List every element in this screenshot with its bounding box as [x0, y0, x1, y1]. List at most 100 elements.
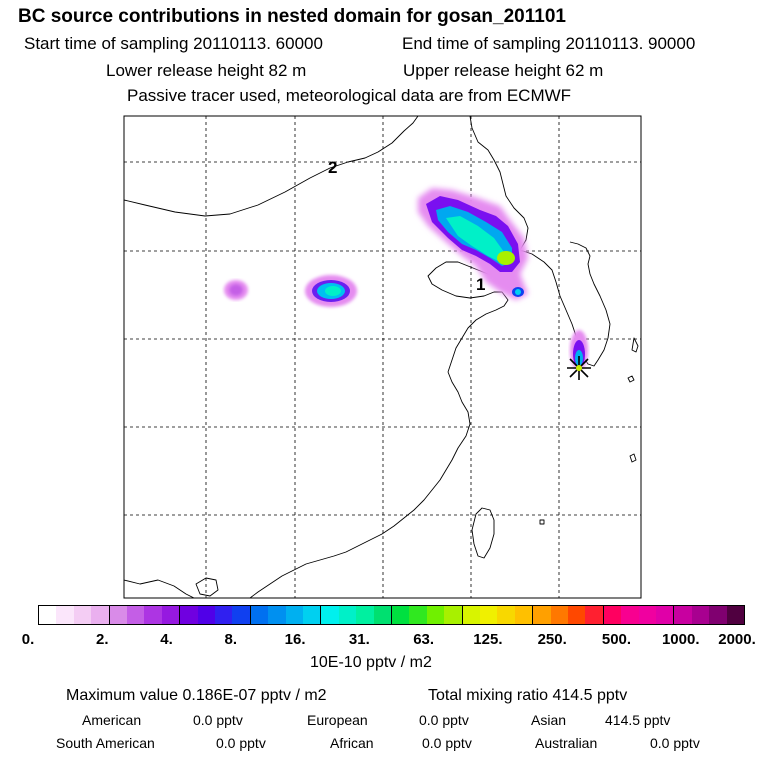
colorbar-swatch	[479, 606, 498, 624]
korea-coast	[519, 241, 611, 367]
colorbar-swatch	[674, 606, 692, 624]
japan-islands	[539, 375, 637, 525]
region-name-african: African	[330, 735, 374, 751]
south-border	[124, 579, 195, 598]
map-frame	[123, 115, 642, 599]
colorbar	[38, 605, 745, 625]
colorbar-swatch	[426, 606, 445, 624]
plume-central	[305, 275, 357, 307]
colorbar-tick-label: 63.	[413, 631, 435, 648]
region-value-european: 0.0 pptv	[419, 712, 469, 728]
max-value-label: Maximum value 0.186E-07 pptv / m2	[66, 687, 327, 704]
colorbar-swatch	[321, 606, 339, 624]
colorbar-swatch	[56, 606, 74, 624]
colorbar-swatch	[655, 606, 674, 624]
colorbar-tick-label: 16.	[284, 631, 306, 648]
colorbar-swatch	[567, 606, 586, 624]
mongolia-border	[124, 116, 419, 217]
colorbar-swatch	[603, 606, 622, 624]
colorbar-swatch	[232, 606, 250, 624]
colorbar-swatch	[373, 606, 391, 624]
region-name-australian: Australian	[535, 735, 598, 751]
colorbar-swatch	[144, 606, 162, 624]
map-frame-bg	[124, 116, 641, 598]
east-china-coast	[249, 371, 471, 598]
total-mixing-label: Total mixing ratio 414.5 pptv	[428, 687, 628, 704]
colorbar-tick-label: 31.	[348, 631, 370, 648]
colorbar-swatch	[250, 606, 269, 624]
colorbar-swatch	[533, 606, 551, 624]
colorbar-swatch	[497, 606, 515, 624]
taiwan	[471, 507, 495, 559]
colorbar-segment	[180, 606, 251, 624]
colorbar-segment	[109, 606, 181, 624]
region-value-south-american: 0.0 pptv	[216, 735, 266, 751]
colorbar-swatch	[180, 606, 198, 624]
plume-west	[224, 280, 248, 300]
colorbar-swatch	[462, 606, 480, 624]
colorbar-swatch	[550, 606, 568, 624]
region-value-american: 0.0 pptv	[193, 712, 243, 728]
colorbar-tick-label: 2.	[96, 631, 109, 648]
region-name-european: European	[307, 712, 368, 728]
colorbar-swatch	[285, 606, 303, 624]
receptor-star-icon	[567, 356, 591, 380]
start-time-label: Start time of sampling 20110113. 60000	[24, 34, 323, 53]
colorbar-swatch	[161, 606, 180, 624]
japan-kyushu	[631, 337, 639, 353]
colorbar-swatch	[127, 606, 145, 624]
colorbar-swatch	[585, 606, 603, 624]
grid-lines	[124, 116, 641, 598]
hainan	[195, 577, 219, 597]
marker-label-1: 1	[476, 275, 485, 294]
colorbar-tick-label: 8.	[224, 631, 238, 648]
colorbar-swatch	[391, 606, 410, 624]
region-value-asian: 414.5 pptv	[605, 712, 671, 728]
colorbar-swatch	[303, 606, 321, 624]
colorbar-swatch	[514, 606, 533, 624]
colorbar-segment	[674, 606, 744, 624]
marker-label-2: 2	[328, 158, 337, 177]
plume-jeju	[570, 330, 588, 370]
region-value-australian: 0.0 pptv	[650, 735, 700, 751]
end-time-label: End time of sampling 20110113. 90000	[402, 34, 696, 53]
region-name-south-american: South American	[56, 735, 155, 751]
colorbar-tick-label: 2000.	[718, 631, 756, 648]
colorbar-swatch	[621, 606, 639, 624]
colorbar-tick-label: 1000.	[661, 631, 700, 648]
tracer-note: Passive tracer used, meteorological data…	[127, 86, 572, 105]
colorbar-swatch	[109, 606, 127, 624]
colorbar-unit: 10E-10 pptv / m2	[310, 654, 432, 671]
colorbar-swatch	[691, 606, 710, 624]
colorbar-swatch	[638, 606, 656, 624]
region-name-american: American	[82, 712, 142, 728]
colorbar-segment	[603, 606, 675, 624]
bohai-coast	[427, 261, 509, 373]
colorbar-swatch	[91, 606, 109, 624]
colorbar-segment	[39, 606, 110, 624]
colorbar-tick-label: 250.	[537, 631, 567, 648]
plume-layer	[224, 188, 588, 370]
colorbar-swatch	[709, 606, 727, 624]
plot-title: BC source contributions in nested domain…	[18, 6, 566, 27]
colorbar-tick-label: 0.	[21, 631, 35, 648]
lower-release-label: Lower release height 82 m	[106, 61, 307, 80]
colorbar-swatch	[73, 606, 92, 624]
colorbar-swatch	[39, 606, 57, 624]
colorbar-swatch	[268, 606, 286, 624]
colorbar-tick-label: 125.	[473, 631, 503, 648]
colorbar-segment	[391, 606, 463, 624]
colorbar-swatch	[444, 606, 462, 624]
colorbar-segment	[533, 606, 604, 624]
colorbar-tick-label: 500.	[601, 631, 632, 648]
colorbar-swatch	[338, 606, 357, 624]
colorbar-swatch	[726, 606, 744, 624]
colorbar-segment	[250, 606, 322, 624]
region-value-african: 0.0 pptv	[422, 735, 472, 751]
coastlines	[124, 116, 639, 598]
region-name-asian: Asian	[531, 712, 567, 728]
plume-northeast	[418, 188, 528, 300]
colorbar-segment	[321, 606, 392, 624]
colorbar-swatch	[215, 606, 233, 624]
